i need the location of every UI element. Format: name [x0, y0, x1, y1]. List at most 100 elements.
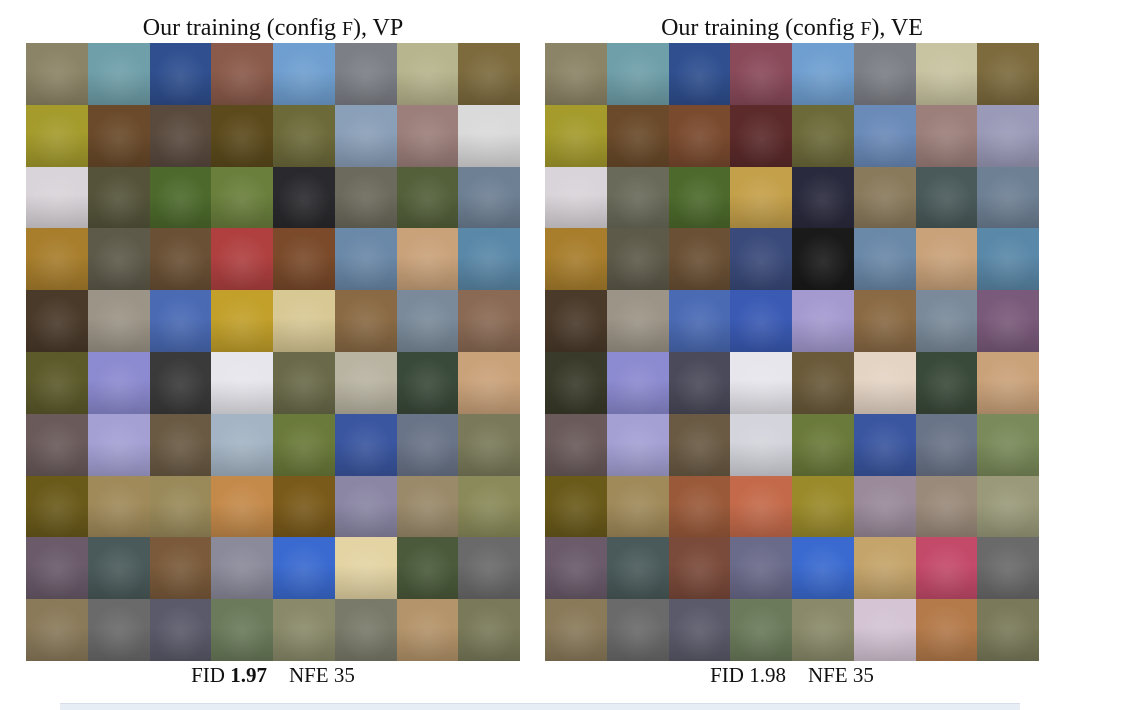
sample-image-tile [211, 290, 273, 352]
sample-image-tile [149, 166, 212, 229]
sample-image-tile [792, 475, 854, 538]
sample-image-tile [87, 475, 150, 538]
sample-image-tile [977, 475, 1039, 538]
sample-image-tile [853, 475, 916, 538]
sample-image-tile [396, 537, 459, 600]
sample-image-tile [87, 599, 150, 661]
sample-image-tile [458, 43, 520, 105]
sample-image-tile [396, 351, 459, 414]
sample-image-tile [606, 475, 669, 538]
horizontal-scrollbar[interactable] [60, 703, 1020, 710]
sample-image-tile [26, 43, 88, 105]
sample-image-tile [606, 166, 669, 229]
sample-image-tile [730, 475, 792, 538]
sample-image-tile [149, 228, 212, 291]
sample-image-tile [606, 351, 669, 414]
sample-image-tile [977, 351, 1039, 414]
sample-image-tile [606, 599, 669, 661]
sample-image-tile [915, 228, 978, 291]
sample-image-tile [915, 351, 978, 414]
sample-image-grid [545, 43, 1039, 661]
sample-image-tile [458, 537, 520, 600]
sample-image-tile [211, 166, 273, 229]
title-suffix: ), VE [871, 15, 923, 41]
sample-image-tile [87, 166, 150, 229]
sample-image-tile [87, 413, 150, 476]
sample-image-tile [396, 599, 459, 661]
sample-image-tile [87, 537, 150, 600]
sample-image-tile [545, 43, 607, 105]
sample-image-tile [273, 537, 335, 600]
panel-title: Our training (config F), VP [26, 14, 520, 43]
sample-image-grid [26, 43, 520, 661]
title-config-letter: F [860, 18, 872, 40]
sample-image-tile [853, 290, 916, 352]
sample-image-tile [730, 228, 792, 291]
title-config-letter: F [342, 18, 353, 40]
sample-image-tile [26, 537, 88, 600]
sample-image-tile [915, 290, 978, 352]
sample-image-tile [668, 290, 731, 352]
sample-image-tile [211, 351, 273, 414]
sample-image-tile [273, 413, 335, 476]
sample-image-tile [211, 537, 273, 600]
sample-image-tile [977, 537, 1039, 600]
sample-image-tile [26, 413, 88, 476]
sample-image-tile [458, 475, 520, 538]
sample-image-tile [458, 166, 520, 229]
sample-image-tile [149, 351, 212, 414]
sample-image-tile [149, 290, 212, 352]
sample-image-tile [792, 104, 854, 167]
sample-image-tile [334, 475, 397, 538]
sample-image-tile [792, 290, 854, 352]
sample-image-tile [792, 166, 854, 229]
sample-image-tile [396, 413, 459, 476]
sample-image-tile [606, 228, 669, 291]
fid-value: 1.98 [749, 663, 786, 687]
nfe-label: NFE [807, 663, 848, 687]
sample-image-tile [334, 43, 397, 105]
sample-image-tile [334, 104, 397, 167]
sample-image-tile [977, 228, 1039, 291]
sample-image-tile [334, 537, 397, 600]
sample-image-tile [545, 290, 607, 352]
sample-image-tile [334, 166, 397, 229]
sample-image-tile [26, 475, 88, 538]
sample-image-tile [26, 228, 88, 291]
sample-image-tile [458, 413, 520, 476]
sample-image-tile [915, 599, 978, 661]
sample-image-tile [977, 166, 1039, 229]
sample-image-tile [211, 475, 273, 538]
sample-image-tile [149, 413, 212, 476]
sample-image-tile [853, 599, 916, 661]
sample-image-tile [730, 413, 792, 476]
sample-image-tile [87, 290, 150, 352]
sample-image-tile [668, 104, 731, 167]
sample-image-tile [26, 166, 88, 229]
sample-image-tile [26, 290, 88, 352]
sample-image-tile [606, 43, 669, 105]
sample-image-tile [149, 537, 212, 600]
sample-image-tile [273, 475, 335, 538]
fid-value: 1.97 [230, 663, 267, 687]
panel-caption: FID 1.98 NFE 35 [545, 662, 1039, 688]
sample-image-tile [87, 228, 150, 291]
title-prefix: Our training (config [142, 15, 343, 41]
sample-image-tile [730, 351, 792, 414]
sample-image-tile [853, 104, 916, 167]
title-prefix: Our training (config [661, 15, 861, 41]
panel-caption: FID 1.97 NFE 35 [26, 662, 520, 688]
sample-image-tile [545, 166, 607, 229]
sample-image-tile [211, 104, 273, 167]
sample-image-tile [668, 537, 731, 600]
sample-image-tile [273, 290, 335, 352]
sample-image-tile [396, 166, 459, 229]
sample-image-tile [915, 166, 978, 229]
sample-image-tile [545, 351, 607, 414]
sample-image-tile [606, 413, 669, 476]
sample-image-tile [853, 537, 916, 600]
panel-title: Our training (config F), VE [545, 14, 1039, 43]
sample-image-tile [915, 413, 978, 476]
sample-image-tile [915, 475, 978, 538]
sample-image-tile [396, 104, 459, 167]
